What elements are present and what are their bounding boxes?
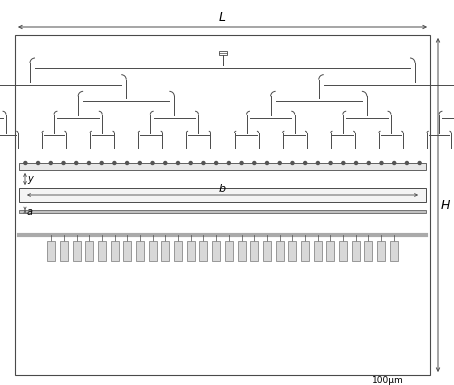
Circle shape bbox=[189, 161, 192, 164]
Circle shape bbox=[151, 161, 154, 164]
Bar bbox=[301, 241, 309, 261]
Bar bbox=[85, 241, 94, 261]
Bar bbox=[98, 241, 106, 261]
Bar bbox=[263, 241, 271, 261]
Bar bbox=[390, 241, 398, 261]
Bar bbox=[73, 241, 81, 261]
Circle shape bbox=[49, 161, 52, 164]
Bar bbox=[314, 241, 321, 261]
Circle shape bbox=[304, 161, 306, 164]
Circle shape bbox=[164, 161, 167, 164]
Bar bbox=[174, 241, 182, 261]
Bar bbox=[19, 188, 426, 202]
Circle shape bbox=[126, 161, 128, 164]
Bar bbox=[123, 241, 131, 261]
Circle shape bbox=[329, 161, 332, 164]
Bar bbox=[326, 241, 334, 261]
Circle shape bbox=[316, 161, 320, 164]
Bar bbox=[225, 241, 233, 261]
Text: a: a bbox=[27, 206, 33, 216]
Circle shape bbox=[62, 161, 65, 164]
Bar bbox=[364, 241, 372, 261]
Circle shape bbox=[342, 161, 345, 164]
Circle shape bbox=[367, 161, 370, 164]
Bar bbox=[162, 241, 169, 261]
Bar bbox=[250, 241, 258, 261]
Bar bbox=[212, 241, 220, 261]
Bar bbox=[352, 241, 360, 261]
Text: 100μm: 100μm bbox=[372, 376, 403, 385]
Bar bbox=[136, 241, 144, 261]
Bar bbox=[276, 241, 284, 261]
Bar bbox=[339, 241, 347, 261]
Text: y: y bbox=[27, 174, 33, 184]
Text: L: L bbox=[219, 11, 226, 24]
Bar bbox=[237, 241, 246, 261]
Bar bbox=[47, 241, 55, 261]
Bar bbox=[199, 241, 207, 261]
Circle shape bbox=[266, 161, 268, 164]
Circle shape bbox=[355, 161, 358, 164]
Bar bbox=[60, 241, 68, 261]
Circle shape bbox=[113, 161, 116, 164]
Circle shape bbox=[227, 161, 230, 164]
Circle shape bbox=[380, 161, 383, 164]
Text: H: H bbox=[441, 199, 450, 211]
Text: b: b bbox=[219, 184, 226, 194]
Circle shape bbox=[37, 161, 39, 164]
Circle shape bbox=[75, 161, 78, 164]
Circle shape bbox=[393, 161, 396, 164]
Circle shape bbox=[418, 161, 421, 164]
Circle shape bbox=[88, 161, 90, 164]
Circle shape bbox=[100, 161, 103, 164]
Circle shape bbox=[291, 161, 294, 164]
Circle shape bbox=[278, 161, 281, 164]
Bar bbox=[19, 210, 426, 213]
Circle shape bbox=[405, 161, 409, 164]
Bar bbox=[149, 241, 157, 261]
Bar bbox=[288, 241, 296, 261]
Bar bbox=[218, 51, 227, 55]
Bar bbox=[377, 241, 385, 261]
Circle shape bbox=[24, 161, 27, 164]
Bar bbox=[19, 163, 426, 170]
Circle shape bbox=[177, 161, 179, 164]
Circle shape bbox=[138, 161, 141, 164]
Bar bbox=[187, 241, 195, 261]
Circle shape bbox=[215, 161, 217, 164]
Bar bbox=[111, 241, 119, 261]
Circle shape bbox=[253, 161, 256, 164]
Circle shape bbox=[202, 161, 205, 164]
Bar bbox=[15, 35, 430, 375]
Circle shape bbox=[240, 161, 243, 164]
